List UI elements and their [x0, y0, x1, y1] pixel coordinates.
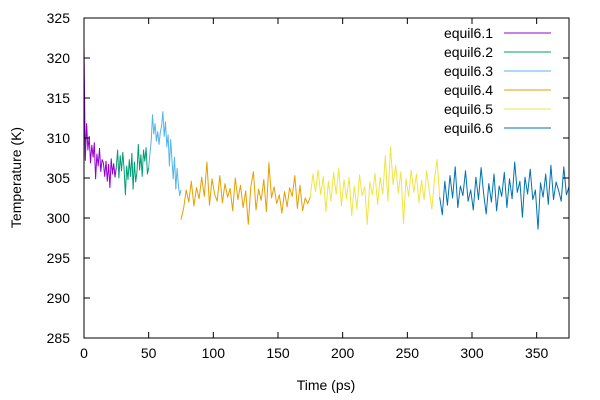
series-line-5	[309, 146, 441, 225]
y-tick-label: 295	[47, 250, 71, 266]
legend-label-1: equil6.1	[444, 25, 493, 41]
legend-label-5: equil6.5	[444, 101, 493, 117]
y-tick-label: 325	[47, 10, 71, 26]
y-tick-label: 290	[47, 290, 71, 306]
x-tick-label: 350	[525, 345, 549, 361]
series-line-6	[439, 161, 570, 230]
y-tick-label: 300	[47, 210, 71, 226]
y-tick-label: 315	[47, 90, 71, 106]
series-line-4	[180, 161, 311, 225]
tick-layer: 0 50 100 150 200 250 300 350 285 290 295 300 305 310 3…	[47, 10, 569, 361]
series-layer	[83, 45, 570, 230]
legend-label-4: equil6.4	[444, 82, 493, 98]
x-axis-label: Time (ps)	[297, 377, 356, 393]
y-tick-label: 285	[47, 330, 71, 346]
x-tick-label: 0	[80, 345, 88, 361]
x-tick-label: 300	[460, 345, 484, 361]
series-line-2	[115, 143, 150, 196]
y-axis-label: Temperature (K)	[8, 127, 24, 228]
x-tick-label: 50	[141, 345, 157, 361]
legend-label-6: equil6.6	[444, 120, 493, 136]
series-line-1	[83, 45, 117, 189]
series-line-3	[148, 111, 182, 197]
x-tick-label: 200	[331, 345, 355, 361]
legend: equil6.1 equil6.2 equil6.3 equil6.4 equil6.5…	[444, 25, 551, 136]
x-tick-label: 100	[202, 345, 226, 361]
y-tick-label: 310	[47, 130, 71, 146]
y-tick-label: 320	[47, 50, 71, 66]
x-tick-label: 150	[266, 345, 290, 361]
legend-label-3: equil6.3	[444, 63, 493, 79]
y-tick-label: 305	[47, 170, 71, 186]
x-tick-label: 250	[396, 345, 420, 361]
legend-label-2: equil6.2	[444, 44, 493, 60]
